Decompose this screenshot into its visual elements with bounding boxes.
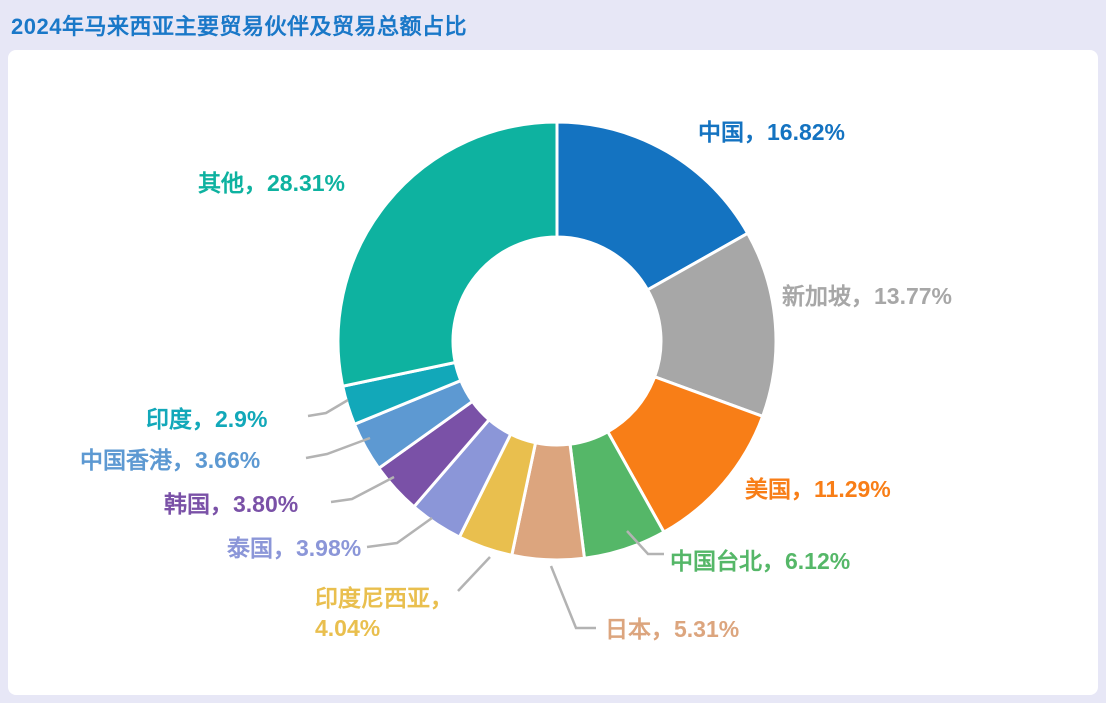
slice-label-thailand: 泰国，3.98%: [227, 535, 362, 561]
page-title: 2024年马来西亚主要贸易伙伴及贸易总额占比: [11, 14, 467, 39]
donut-slice-china: [555, 120, 750, 292]
slice-label-usa: 美国，11.29%: [745, 476, 891, 502]
leader-line-hong-kong-china: [305, 436, 371, 460]
donut-slice-singapore: [645, 231, 778, 419]
slice-label-china: 中国，16.82%: [698, 119, 846, 145]
leader-line-south-korea: [330, 475, 395, 504]
slice-label-south-korea: 韩国，3.80%: [164, 491, 299, 517]
leader-line-chinese-taipei: [626, 530, 664, 556]
title-bar: 2024年马来西亚主要贸易伙伴及贸易总额占比: [0, 0, 1106, 50]
slice-label-singapore: 新加坡，13.77%: [782, 283, 953, 309]
slice-label-hong-kong-china: 中国香港，3.66%: [80, 447, 261, 473]
leader-line-thailand: [366, 516, 433, 549]
slice-label-india: 印度，2.9%: [146, 406, 268, 432]
donut-slice-others: [336, 120, 559, 388]
slice-label-indonesia: 印度尼西亚， 4.04%: [315, 585, 453, 641]
slice-label-japan: 日本，5.31%: [605, 616, 740, 642]
slice-label-others: 其他，28.31%: [198, 170, 346, 196]
leader-line-india: [307, 398, 349, 418]
leader-line-indonesia: [457, 556, 491, 592]
slice-label-chinese-taipei: 中国台北，6.12%: [670, 548, 851, 574]
leader-line-japan: [549, 565, 596, 630]
